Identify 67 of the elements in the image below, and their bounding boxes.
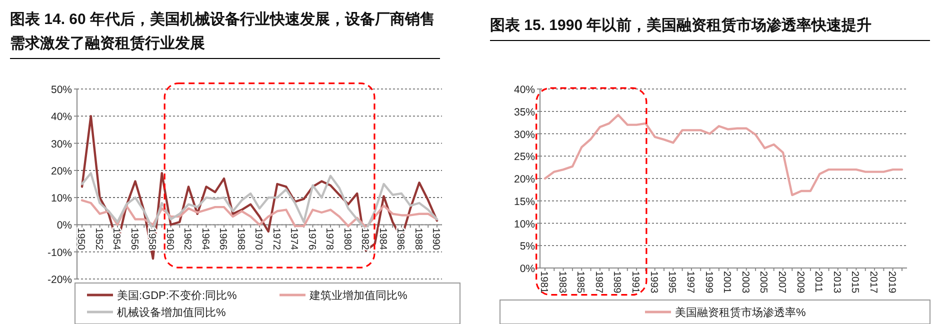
y-tick-label: -10% xyxy=(47,246,72,259)
x-tick-label: 1956 xyxy=(128,228,140,250)
x-tick-label: 2005 xyxy=(758,271,769,294)
legend-label: 美国融资租赁市场渗透率% xyxy=(675,306,806,319)
x-tick-label: 1962 xyxy=(182,228,192,250)
y-tick-label: 5% xyxy=(520,240,535,253)
x-tick-label: 1984 xyxy=(376,228,388,250)
legend: 美国融资租赁市场渗透率% xyxy=(500,300,930,324)
x-tick-label: 1974 xyxy=(288,228,299,250)
x-tick-label: 1991 xyxy=(630,271,641,294)
y-tick-label: 40% xyxy=(50,111,72,124)
x-tick-label: 1954 xyxy=(110,228,122,250)
y-tick-label: 40% xyxy=(514,84,535,96)
y-tick-label: 15% xyxy=(514,196,535,208)
y-tick-label: 0% xyxy=(520,263,535,275)
x-tick-label: 1978 xyxy=(324,228,334,250)
x-tick-label: 2011 xyxy=(812,271,824,293)
y-tick-label: 10% xyxy=(50,192,72,205)
x-tick-label: 1960 xyxy=(164,228,175,250)
x-tick-label: 1997 xyxy=(684,271,696,294)
x-tick-label: 1968 xyxy=(234,228,246,250)
y-tick-label: 30% xyxy=(514,128,535,141)
x-tick-label: 1982 xyxy=(359,228,370,250)
x-tick-label: 1976 xyxy=(306,228,317,250)
x-tick-label: 1987 xyxy=(592,271,604,294)
x-tick-label: 1995 xyxy=(666,271,678,294)
x-tick-label: 1964 xyxy=(199,228,210,250)
chart-title: 图表 14. 60 年代后，美国机械设备行业快速发展，设备厂商销售需求激发了融资租赁行业发展 xyxy=(10,8,440,59)
legend-label: 建筑业增加值同比% xyxy=(308,289,408,302)
y-tick-label: 20% xyxy=(514,174,535,186)
y-tick-label: 50% xyxy=(50,84,72,96)
x-tick-label: 1981 xyxy=(538,271,549,294)
x-tick-label: 2015 xyxy=(849,271,860,294)
x-tick-label: 2003 xyxy=(739,271,750,294)
y-tick-label: 30% xyxy=(50,138,72,150)
line-series xyxy=(544,114,904,196)
x-tick-label: 2017 xyxy=(868,271,879,294)
x-tick-label: 2013 xyxy=(830,271,842,294)
y-tick-label: 25% xyxy=(514,151,535,164)
x-tick-label: 2001 xyxy=(721,271,732,294)
chart-title: 图表 15. 1990 年以前，美国融资租赁市场渗透率快速提升 xyxy=(490,14,930,41)
x-tick-label: 1988 xyxy=(412,228,424,250)
x-tick-label: 2009 xyxy=(794,271,806,294)
y-tick-label: 10% xyxy=(514,218,535,230)
x-tick-label: 1980 xyxy=(341,228,352,250)
line-series xyxy=(80,199,438,229)
y-tick-label: 20% xyxy=(50,165,72,178)
x-tick-label: 1966 xyxy=(217,228,228,250)
legend-label: 美国:GDP:不变价:同比% xyxy=(117,289,238,302)
x-tick-label: 1952 xyxy=(92,228,104,250)
legend-label: 机械设备增加值同比% xyxy=(117,306,226,319)
x-tick-label: 2019 xyxy=(886,271,897,294)
y-tick-label: -20% xyxy=(47,274,72,286)
x-tick-label: 1990 xyxy=(430,228,441,250)
x-tick-label: 1993 xyxy=(648,271,659,294)
x-tick-label: 1972 xyxy=(270,228,282,250)
y-tick-label: 0% xyxy=(56,220,72,232)
y-tick-label: 35% xyxy=(514,106,535,118)
x-tick-label: 1950 xyxy=(75,228,86,250)
x-tick-label: 1958 xyxy=(146,228,157,250)
x-tick-label: 1999 xyxy=(702,271,714,294)
x-tick-label: 1989 xyxy=(611,271,622,294)
x-tick-label: 1970 xyxy=(252,228,264,250)
x-tick-label: 2007 xyxy=(776,271,787,294)
x-tick-label: 1986 xyxy=(394,228,406,250)
x-tick-label: 1985 xyxy=(574,271,586,294)
x-tick-label: 1983 xyxy=(556,271,568,294)
